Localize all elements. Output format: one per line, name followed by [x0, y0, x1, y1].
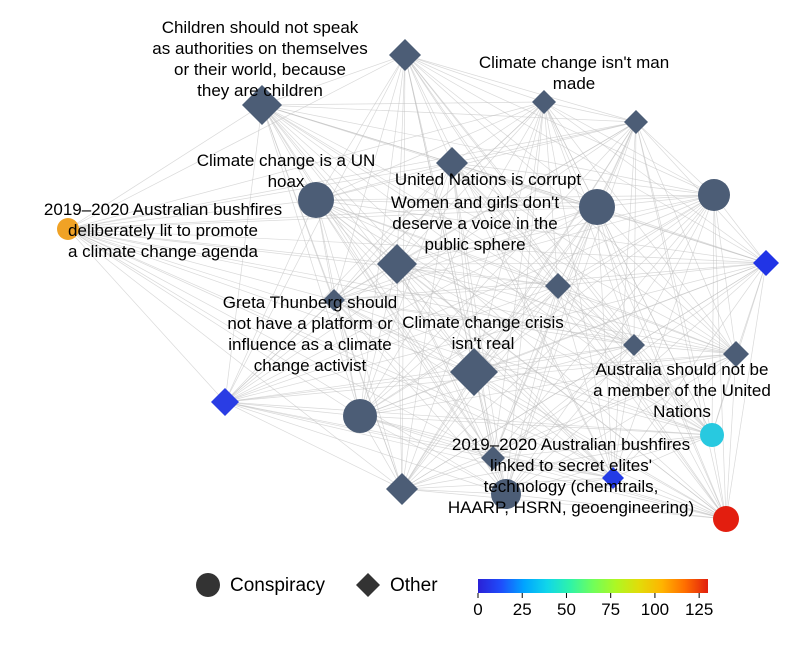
colorbar-tick-label: 100	[641, 600, 669, 619]
colorbar-tick-label: 25	[513, 600, 532, 619]
legend-label-circle: Conspiracy	[230, 575, 326, 596]
colorbar	[478, 579, 708, 593]
colorbar-tick-label: 75	[601, 600, 620, 619]
node-n13	[343, 399, 377, 433]
network-diagram: 2019–2020 Australian bushfiresdeliberate…	[0, 0, 812, 668]
colorbar-tick-label: 125	[685, 600, 713, 619]
legend-label-diamond: Other	[390, 575, 438, 596]
node-label-n7: United Nations is corrupt	[395, 170, 581, 189]
node-n11	[579, 189, 615, 225]
node-n17	[700, 423, 724, 447]
colorbar-tick-label: 0	[473, 600, 482, 619]
node-n22	[713, 506, 739, 532]
node-n9	[698, 179, 730, 211]
legend-marker-circle	[196, 573, 220, 597]
node-label-n1: 2019–2020 Australian bushfiresdeliberate…	[44, 200, 282, 261]
colorbar-tick-label: 50	[557, 600, 576, 619]
